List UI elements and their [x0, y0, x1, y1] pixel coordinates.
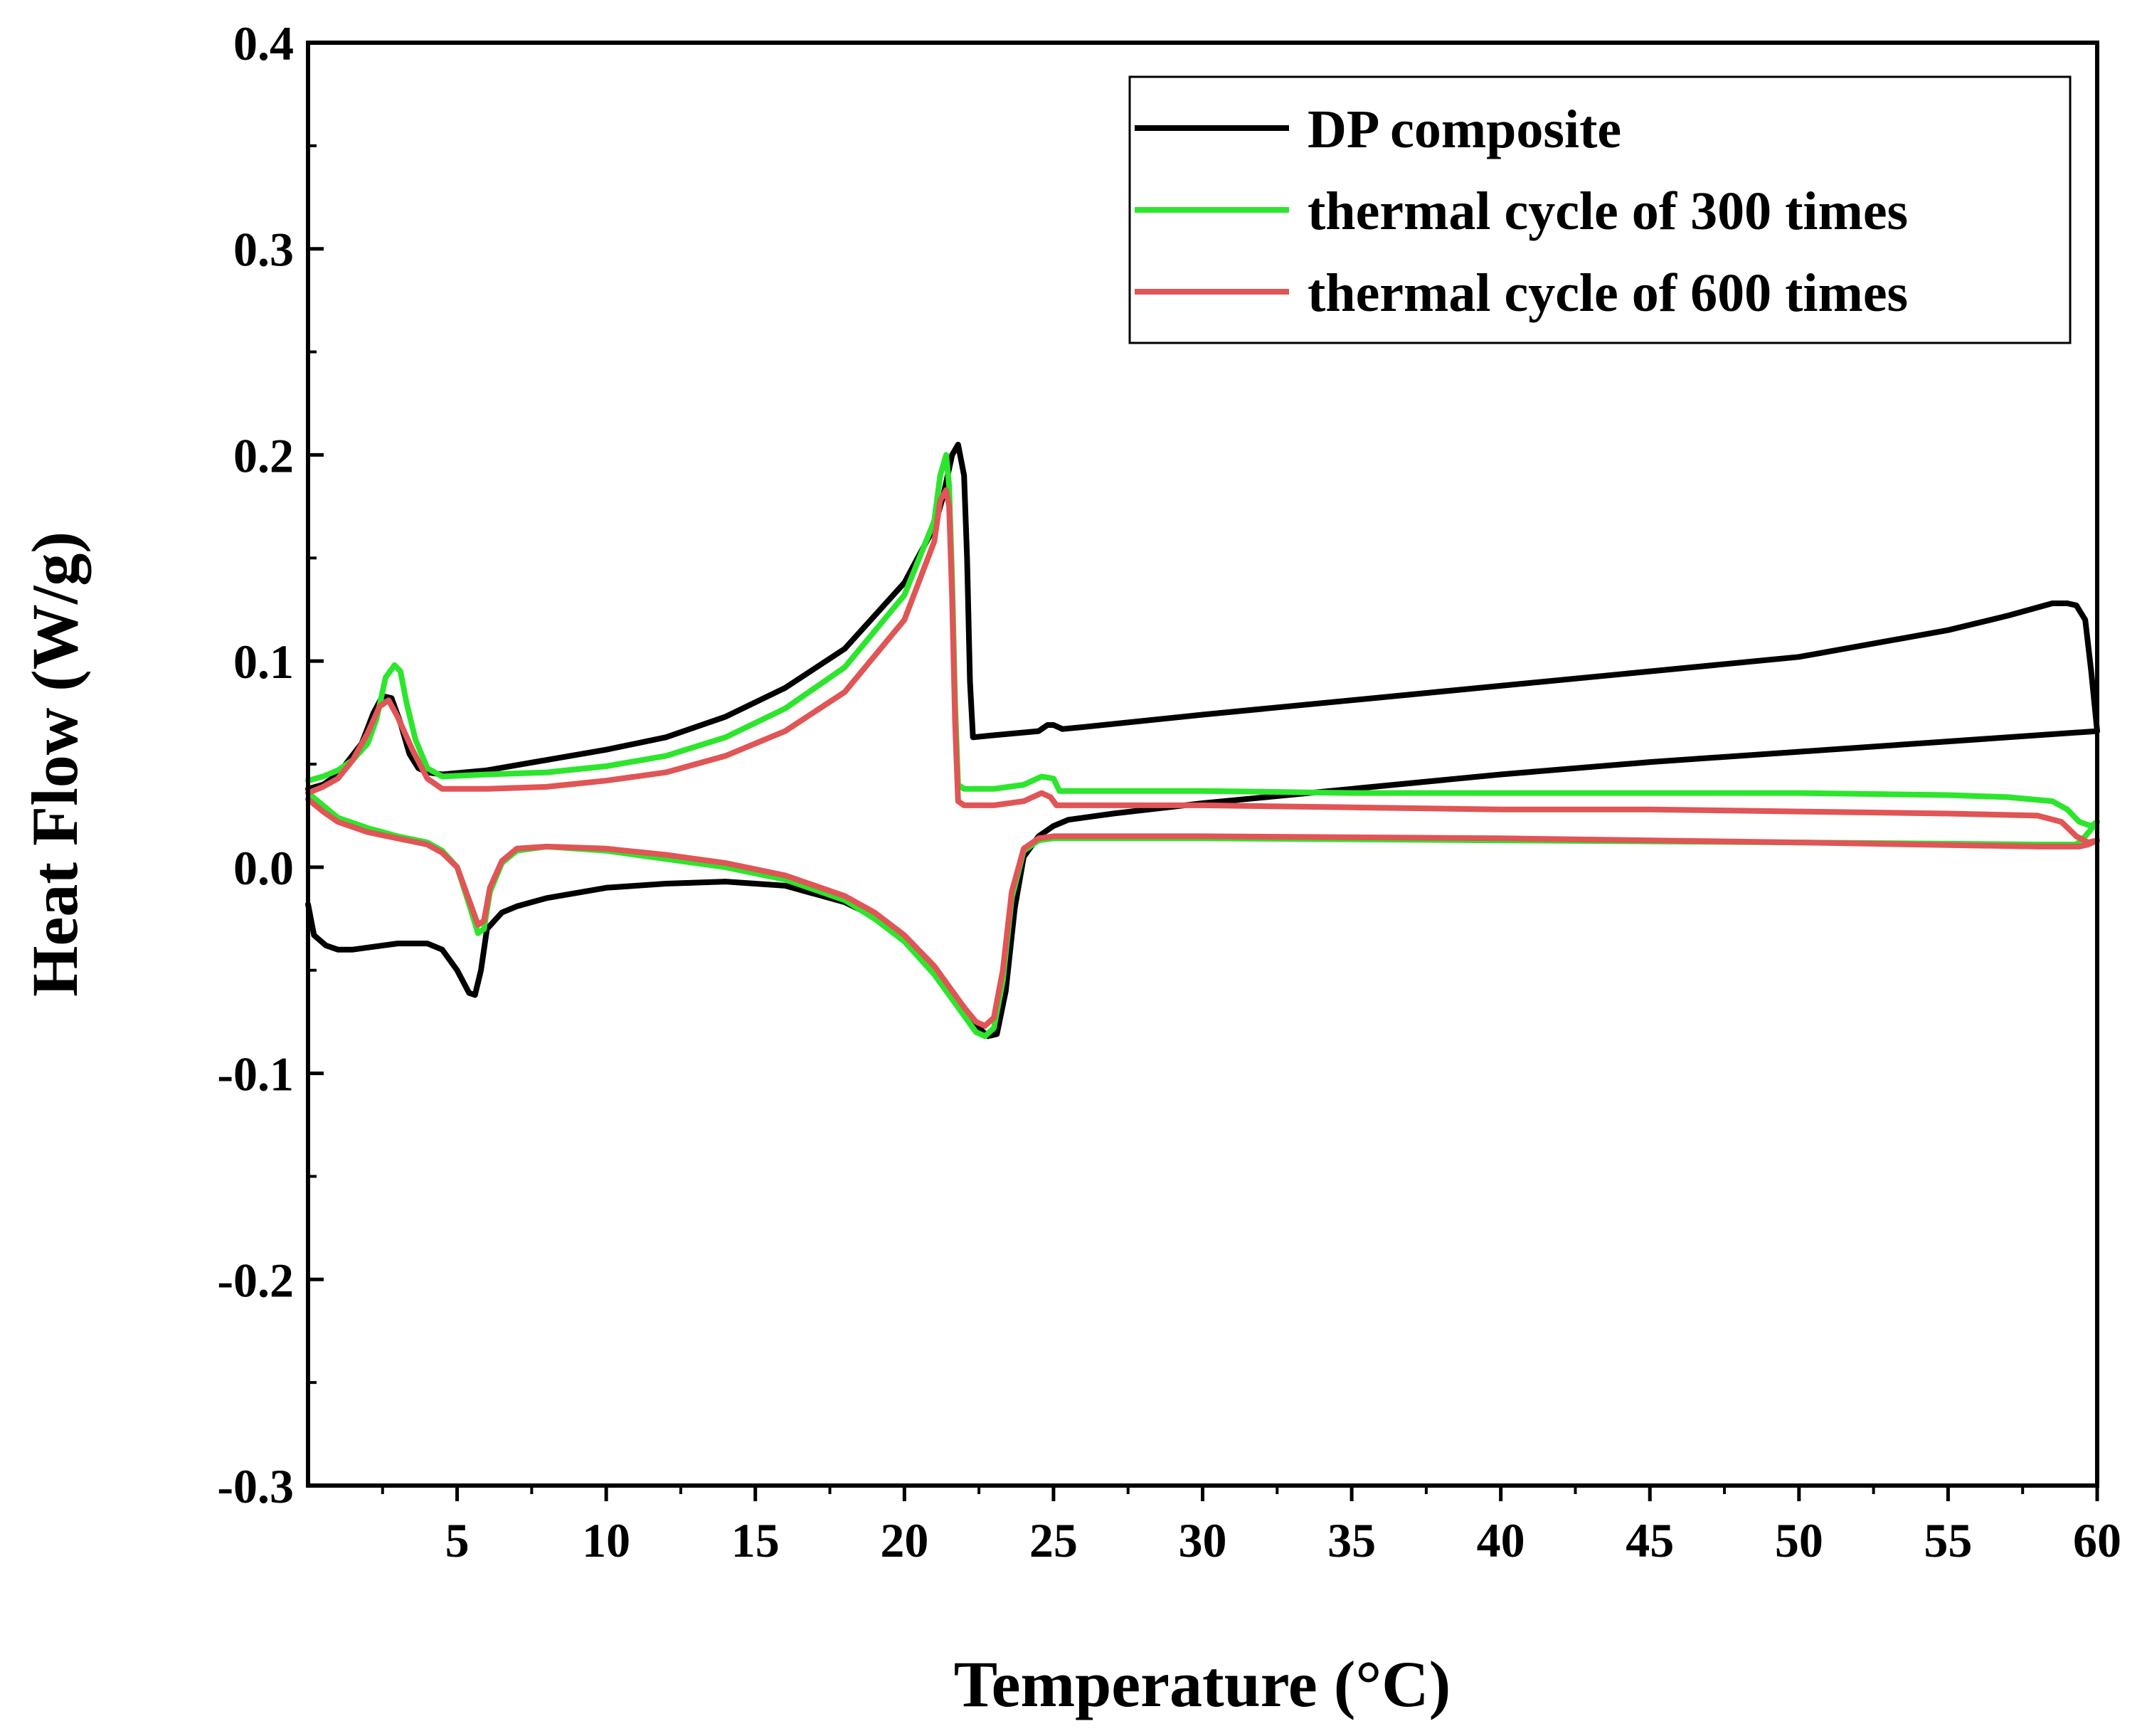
y-tick-label: -0.1 [217, 1047, 294, 1101]
y-tick-label: 0.3 [233, 223, 294, 277]
x-axis-ticks: 5 10 15 20 25 30 35 40 45 50 55 60 [381, 1486, 2121, 1567]
x-tick-label: 45 [1626, 1513, 1674, 1567]
y-tick-label: -0.3 [217, 1459, 294, 1513]
legend-label-300-times: thermal cycle of 300 times [1308, 181, 1908, 241]
x-tick-label: 55 [1924, 1513, 1972, 1567]
series-600-times-cooling-line [305, 487, 2100, 846]
series-300-times-cooling-line [305, 452, 2100, 829]
x-axis-title: Temperature (°C) [954, 1648, 1451, 1720]
y-axis-title: Heat Flow (W/g) [18, 531, 91, 997]
y-tick-label: 0.1 [233, 635, 294, 689]
x-tick-label: 30 [1179, 1513, 1227, 1567]
legend-label-600-times: thermal cycle of 600 times [1308, 263, 1908, 323]
y-tick-label: 0.2 [233, 428, 294, 482]
x-tick-label: 35 [1327, 1513, 1376, 1567]
legend-label-dp-composite: DP composite [1308, 100, 1621, 159]
y-tick-label: -0.2 [217, 1253, 294, 1307]
x-tick-label: 25 [1029, 1513, 1078, 1567]
y-tick-label: 0.4 [233, 16, 294, 70]
y-tick-label: 0.0 [233, 841, 294, 895]
series-layer [305, 441, 2100, 1039]
x-tick-label: 40 [1477, 1513, 1525, 1567]
x-tick-label: 50 [1775, 1513, 1823, 1567]
series-dp-composite-heating-line [305, 728, 2100, 1039]
legend: DP composite thermal cycle of 300 times … [1128, 75, 2072, 344]
series-600-times-heating-line [305, 796, 2100, 1029]
series-300-times-heating-line [305, 790, 2100, 1039]
x-tick-label: 10 [582, 1513, 630, 1567]
series-dp-composite-cooling-line [305, 441, 2100, 792]
x-tick-label: 15 [731, 1513, 780, 1567]
y-axis-ticks: -0.3 -0.2 -0.1 0.0 0.1 0.2 0.3 0.4 [217, 16, 324, 1513]
x-tick-label: 5 [445, 1513, 470, 1567]
x-tick-label: 20 [880, 1513, 928, 1567]
x-tick-label: 60 [2073, 1513, 2121, 1567]
